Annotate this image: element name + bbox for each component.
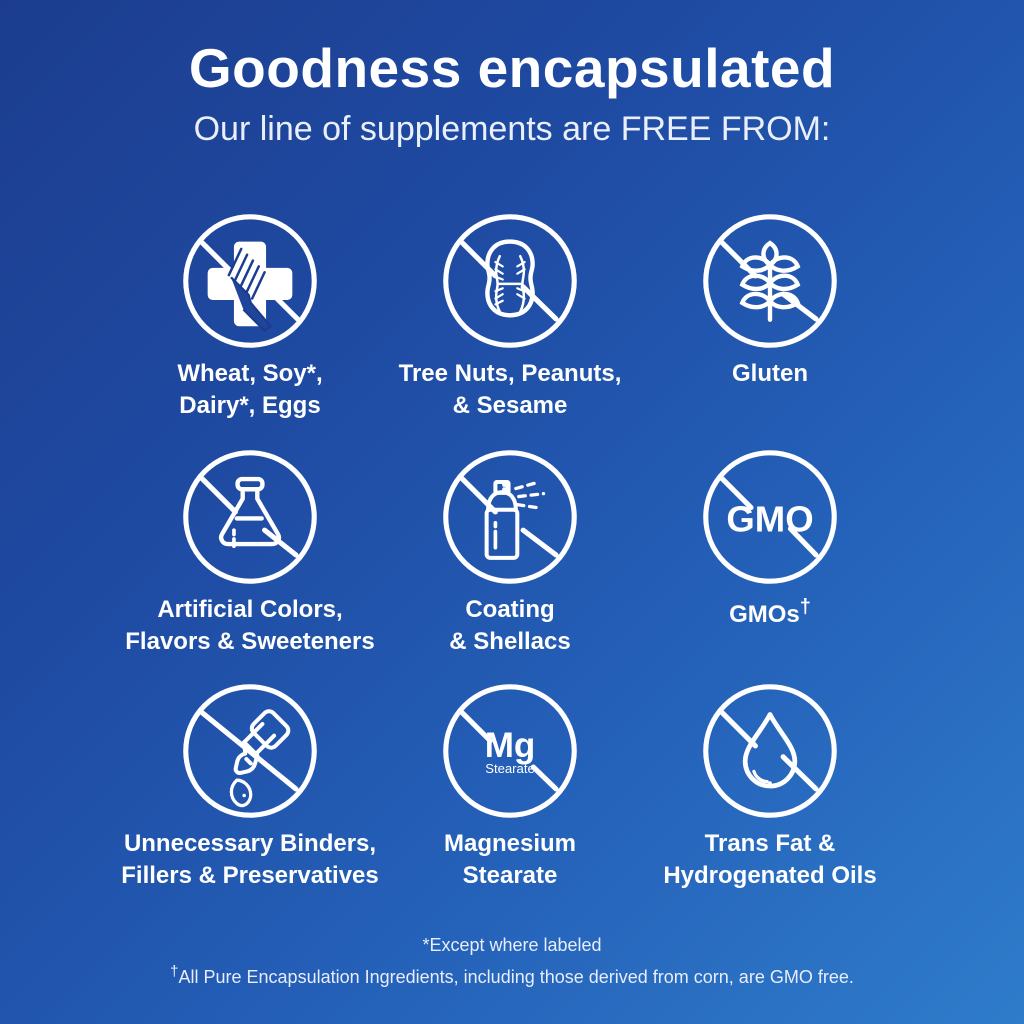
svg-text:Stearate: Stearate bbox=[485, 761, 535, 776]
svg-text:Mg: Mg bbox=[485, 726, 536, 765]
svg-text:GMO: GMO bbox=[726, 499, 813, 540]
